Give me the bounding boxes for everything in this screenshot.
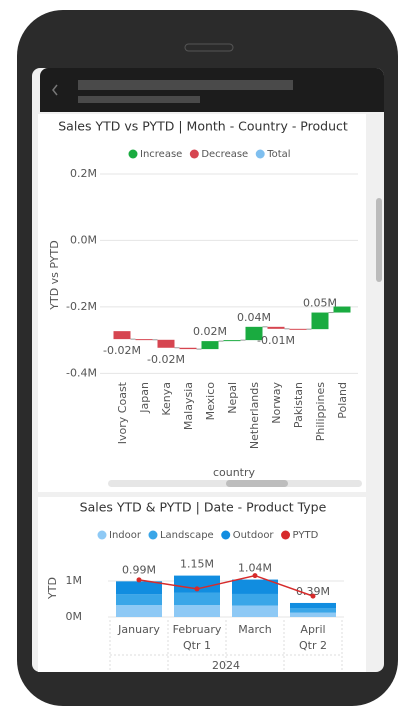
bar: [333, 306, 351, 313]
x-tick-label: February: [173, 623, 222, 636]
legend-label: Decrease: [201, 149, 248, 160]
legend-marker: [281, 530, 291, 540]
bar: [135, 339, 153, 341]
x-tick-label: Nepal: [226, 382, 239, 414]
bar: [245, 326, 263, 341]
bar-segment: [232, 605, 278, 617]
chart-title: Sales YTD & PYTD | Date - Product Type: [80, 500, 327, 515]
data-label: -0.01M: [257, 334, 295, 347]
y-tick-label: -0.4M: [66, 366, 97, 379]
total-label: 0.99M: [122, 563, 156, 576]
year-label: 2024: [212, 659, 240, 672]
bar: [179, 347, 197, 350]
legend-label: Outdoor: [233, 530, 275, 541]
data-label: 0.02M: [193, 325, 227, 338]
legend-marker: [221, 530, 231, 540]
subtitle-placeholder: [78, 96, 200, 103]
bar-segment: [174, 592, 220, 606]
bar-segment: [290, 602, 336, 609]
legend-marker: [255, 149, 265, 159]
x-tick-label: Kenya: [160, 382, 173, 416]
data-label: -0.02M: [103, 344, 141, 357]
x-tick-label: Malaysia: [182, 382, 195, 430]
title-placeholder: [78, 80, 293, 90]
y-tick-label: 0.2M: [70, 167, 97, 180]
bar-segment: [232, 579, 278, 594]
bar: [157, 339, 175, 348]
x-tick-label: Japan: [138, 382, 151, 414]
label-box: [114, 561, 164, 580]
legend-marker: [148, 530, 158, 540]
card: [38, 114, 366, 492]
bar: [289, 328, 307, 330]
bar-segment: [116, 581, 162, 595]
total-label: 0.39M: [296, 585, 330, 598]
y-tick-label: 1M: [66, 574, 83, 587]
line-marker: [194, 586, 200, 592]
bar-segment: [116, 605, 162, 617]
quarter-label: Qtr 1: [183, 639, 211, 652]
legend-marker: [189, 149, 199, 159]
scrollbar[interactable]: [376, 198, 382, 282]
legend-label: PYTD: [293, 530, 319, 541]
bar-segment: [116, 594, 162, 606]
total-label: 1.15M: [180, 558, 214, 571]
total-label: 1.04M: [238, 562, 272, 575]
line-marker: [136, 577, 142, 583]
x-tick-label: Poland: [336, 382, 349, 419]
x-tick-label: Norway: [270, 382, 283, 424]
bar-segment: [232, 593, 278, 606]
x-tick-label: Mexico: [204, 382, 217, 421]
back-button[interactable]: [52, 84, 58, 96]
legend-label: Landscape: [160, 530, 214, 541]
x-tick-label: January: [117, 623, 160, 636]
line-marker: [252, 573, 258, 579]
bar-segment: [174, 575, 220, 593]
line-marker: [310, 593, 316, 599]
bar: [113, 331, 131, 340]
bar-segment: [290, 612, 336, 617]
data-label: 0.05M: [303, 297, 337, 310]
legend-label: Total: [266, 149, 290, 160]
bar: [201, 341, 219, 350]
bar-segment: [290, 608, 336, 613]
label-box: [230, 559, 280, 578]
y-tick-label: 0.0M: [70, 233, 97, 246]
bar: [223, 340, 241, 342]
y-axis-label: YTD vs PYTD: [48, 240, 61, 310]
x-tick-label: April: [300, 623, 325, 636]
h-scroll-thumb[interactable]: [226, 480, 288, 487]
y-tick-label: 0M: [66, 610, 83, 623]
x-tick-label: Ivory Coast: [116, 381, 129, 444]
x-tick-label: Philippines: [314, 382, 327, 442]
x-tick-label: Netherlands: [248, 382, 261, 449]
legend-marker: [97, 530, 107, 540]
legend-label: Indoor: [109, 530, 142, 541]
bar-segment: [174, 605, 220, 617]
label-box: [172, 555, 222, 574]
legend-marker: [128, 149, 138, 159]
bar: [311, 312, 329, 330]
data-label: -0.02M: [147, 353, 185, 366]
y-axis-label: YTD: [46, 577, 59, 600]
x-tick-label: Pakistan: [292, 382, 305, 428]
legend-label: Increase: [140, 149, 182, 160]
data-label: 0.04M: [237, 311, 271, 324]
speaker: [184, 43, 234, 52]
bar: [267, 326, 285, 329]
quarter-label: Qtr 2: [299, 639, 327, 652]
y-tick-label: -0.2M: [66, 300, 97, 313]
line-series: [138, 574, 314, 597]
chart-title: Sales YTD vs PYTD | Month - Country - Pr…: [58, 119, 348, 134]
x-axis-label: country: [213, 466, 256, 479]
x-tick-label: March: [238, 623, 272, 636]
label-box: [288, 582, 338, 601]
